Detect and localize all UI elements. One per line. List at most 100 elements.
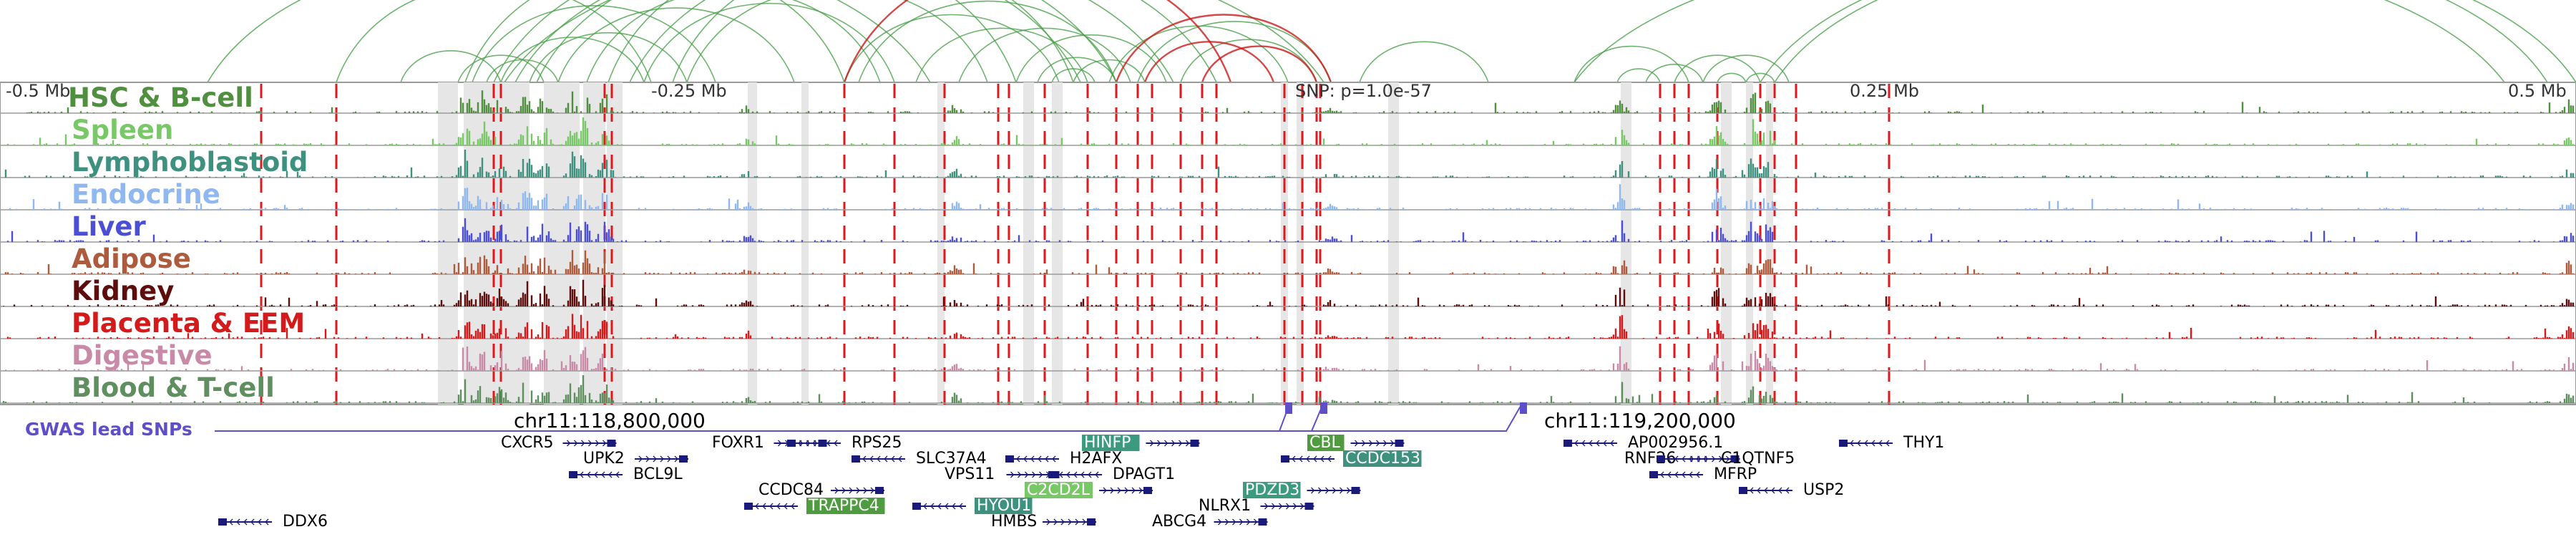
gene-hinfp[interactable]: HINFP [1082,434,1200,452]
gene-rps25[interactable]: RPS25 [787,434,902,452]
highlight-column [1388,82,1399,405]
gene-label: VPS11 [945,465,995,483]
gene-label: USP2 [1803,481,1844,499]
interaction-arc [1645,64,1704,83]
track-label: Endocrine [72,179,220,210]
gene-cxcr5[interactable]: CXCR5 [501,434,617,452]
gene-exon [1281,455,1289,463]
interaction-arc [1143,41,1275,83]
gene-hmbs[interactable]: HMBS [991,513,1096,531]
gene-label: CBL [1309,434,1340,452]
scale-left-label: -0.5 Mb [6,81,70,101]
gene-label: NLRX1 [1199,497,1251,515]
gene-highlight [1343,450,1422,467]
scale-bar: -0.5 Mb -0.25 Mb SNP: p=1.0e-57 0.25 Mb … [6,81,2567,101]
gene-abcg4[interactable]: ABCG4 [1152,513,1268,531]
gene-exon [1563,440,1572,447]
interaction-arc [1051,68,1096,83]
interaction-arc [1674,54,1761,83]
interaction-arc [1717,72,1747,83]
gene-exon [1395,440,1404,447]
interaction-arc [686,0,988,83]
gene-hyou1[interactable]: HYOU1 [912,497,1033,515]
highlight-column [937,82,945,405]
interaction-arc [1574,0,2505,83]
highlight-column [748,82,757,405]
gene-label: RPS25 [852,434,902,452]
interaction-arc [493,0,1081,83]
gene-c1qtnf5[interactable]: C1QTNF5 [1657,450,1795,468]
signal-peaks [4,346,2575,371]
interaction-arc [1574,45,1689,83]
interaction-arc [1115,14,1332,83]
gene-ccdc153[interactable]: CCDC153 [1281,450,1422,468]
gene-ddx6[interactable]: DDX6 [218,513,328,531]
gene-highlight [1307,435,1345,451]
gene-exon [1657,455,1665,463]
gene-nlrx1[interactable]: NLRX1 [1199,497,1314,515]
track-label: Digestive [72,340,213,371]
gene-label: C1QTNF5 [1721,450,1795,468]
gene-label: UPK2 [583,450,625,468]
interaction-arc [1073,59,1146,83]
signal-peaks [6,117,2575,145]
gene-h2afx[interactable]: H2AFX [1005,450,1122,468]
strand-chevrons [567,440,614,447]
gene-upk2[interactable]: UPK2 [583,450,688,468]
gwas-snp-connector [215,402,1523,432]
gene-mfrp[interactable]: MFRP [1649,465,1757,483]
gene-bcl9l[interactable]: BCL9L [569,465,683,483]
track-signal-4 [0,218,2576,243]
gene-thy1[interactable]: THY1 [1839,434,1944,452]
gene-ap002956.1[interactable]: AP002956.1 [1563,434,1723,452]
gwas-lead-snps-label: GWAS lead SNPs [25,419,192,440]
highlight-column [1721,82,1732,405]
track-label: Adipose [72,243,191,274]
highlight-column [1052,82,1063,405]
interaction-arc [529,32,688,83]
interaction-arc [1760,0,2548,83]
highlight-column [607,82,623,405]
gwas-snp-marker-3 [1520,402,1527,414]
gene-label: DDX6 [283,513,328,531]
gene-exon [218,518,227,526]
coordinate-right: chr11:119,200,000 [1544,409,1736,432]
gene-exon [1258,518,1267,526]
strand-chevrons [1010,471,1058,478]
interaction-arc [1108,25,1289,83]
tracks-frame [0,82,2576,405]
interaction-arc [1616,68,1661,83]
interaction-arc [643,2,895,83]
gene-exon [744,503,753,510]
gene-trappc4[interactable]: TRAPPC4 [744,497,885,515]
gene-usp2[interactable]: USP2 [1739,481,1844,499]
gene-exon [607,440,616,447]
interaction-arc [1180,39,1317,83]
strand-chevrons [1355,440,1402,447]
gwas-snp-marker [1285,402,1292,414]
gene-exon [1730,455,1740,463]
track-labels: HSC & B-cellSpleenLymphoblastoidEndocrin… [68,82,308,403]
gene-pdzd3[interactable]: PDZD3 [1243,481,1361,499]
gene-cbl[interactable]: CBL [1307,434,1405,452]
gene-ccdc84[interactable]: CCDC84 [758,481,884,499]
gene-exon [1143,487,1152,494]
gene-c2cd2l[interactable]: C2CD2L [1025,481,1153,499]
signal-peaks [9,184,2575,210]
gene-label: HMBS [991,513,1037,531]
signal-peaks [26,90,2575,113]
interaction-arc [464,0,845,83]
track-signal-5 [0,250,2576,275]
gene-label: FOXR1 [712,434,764,452]
gene-dpagt1[interactable]: DPAGT1 [1048,465,1175,483]
interaction-arc [504,0,1324,83]
gene-exon [787,440,796,447]
strand-chevrons [1103,487,1150,494]
signal-peaks [4,150,2575,178]
strand-chevrons [1150,440,1197,447]
gene-slc37a4[interactable]: SLC37A4 [852,450,987,468]
highlight-column [1023,82,1034,405]
gene-exon [1048,471,1057,478]
gene-label: CCDC153 [1345,450,1420,468]
